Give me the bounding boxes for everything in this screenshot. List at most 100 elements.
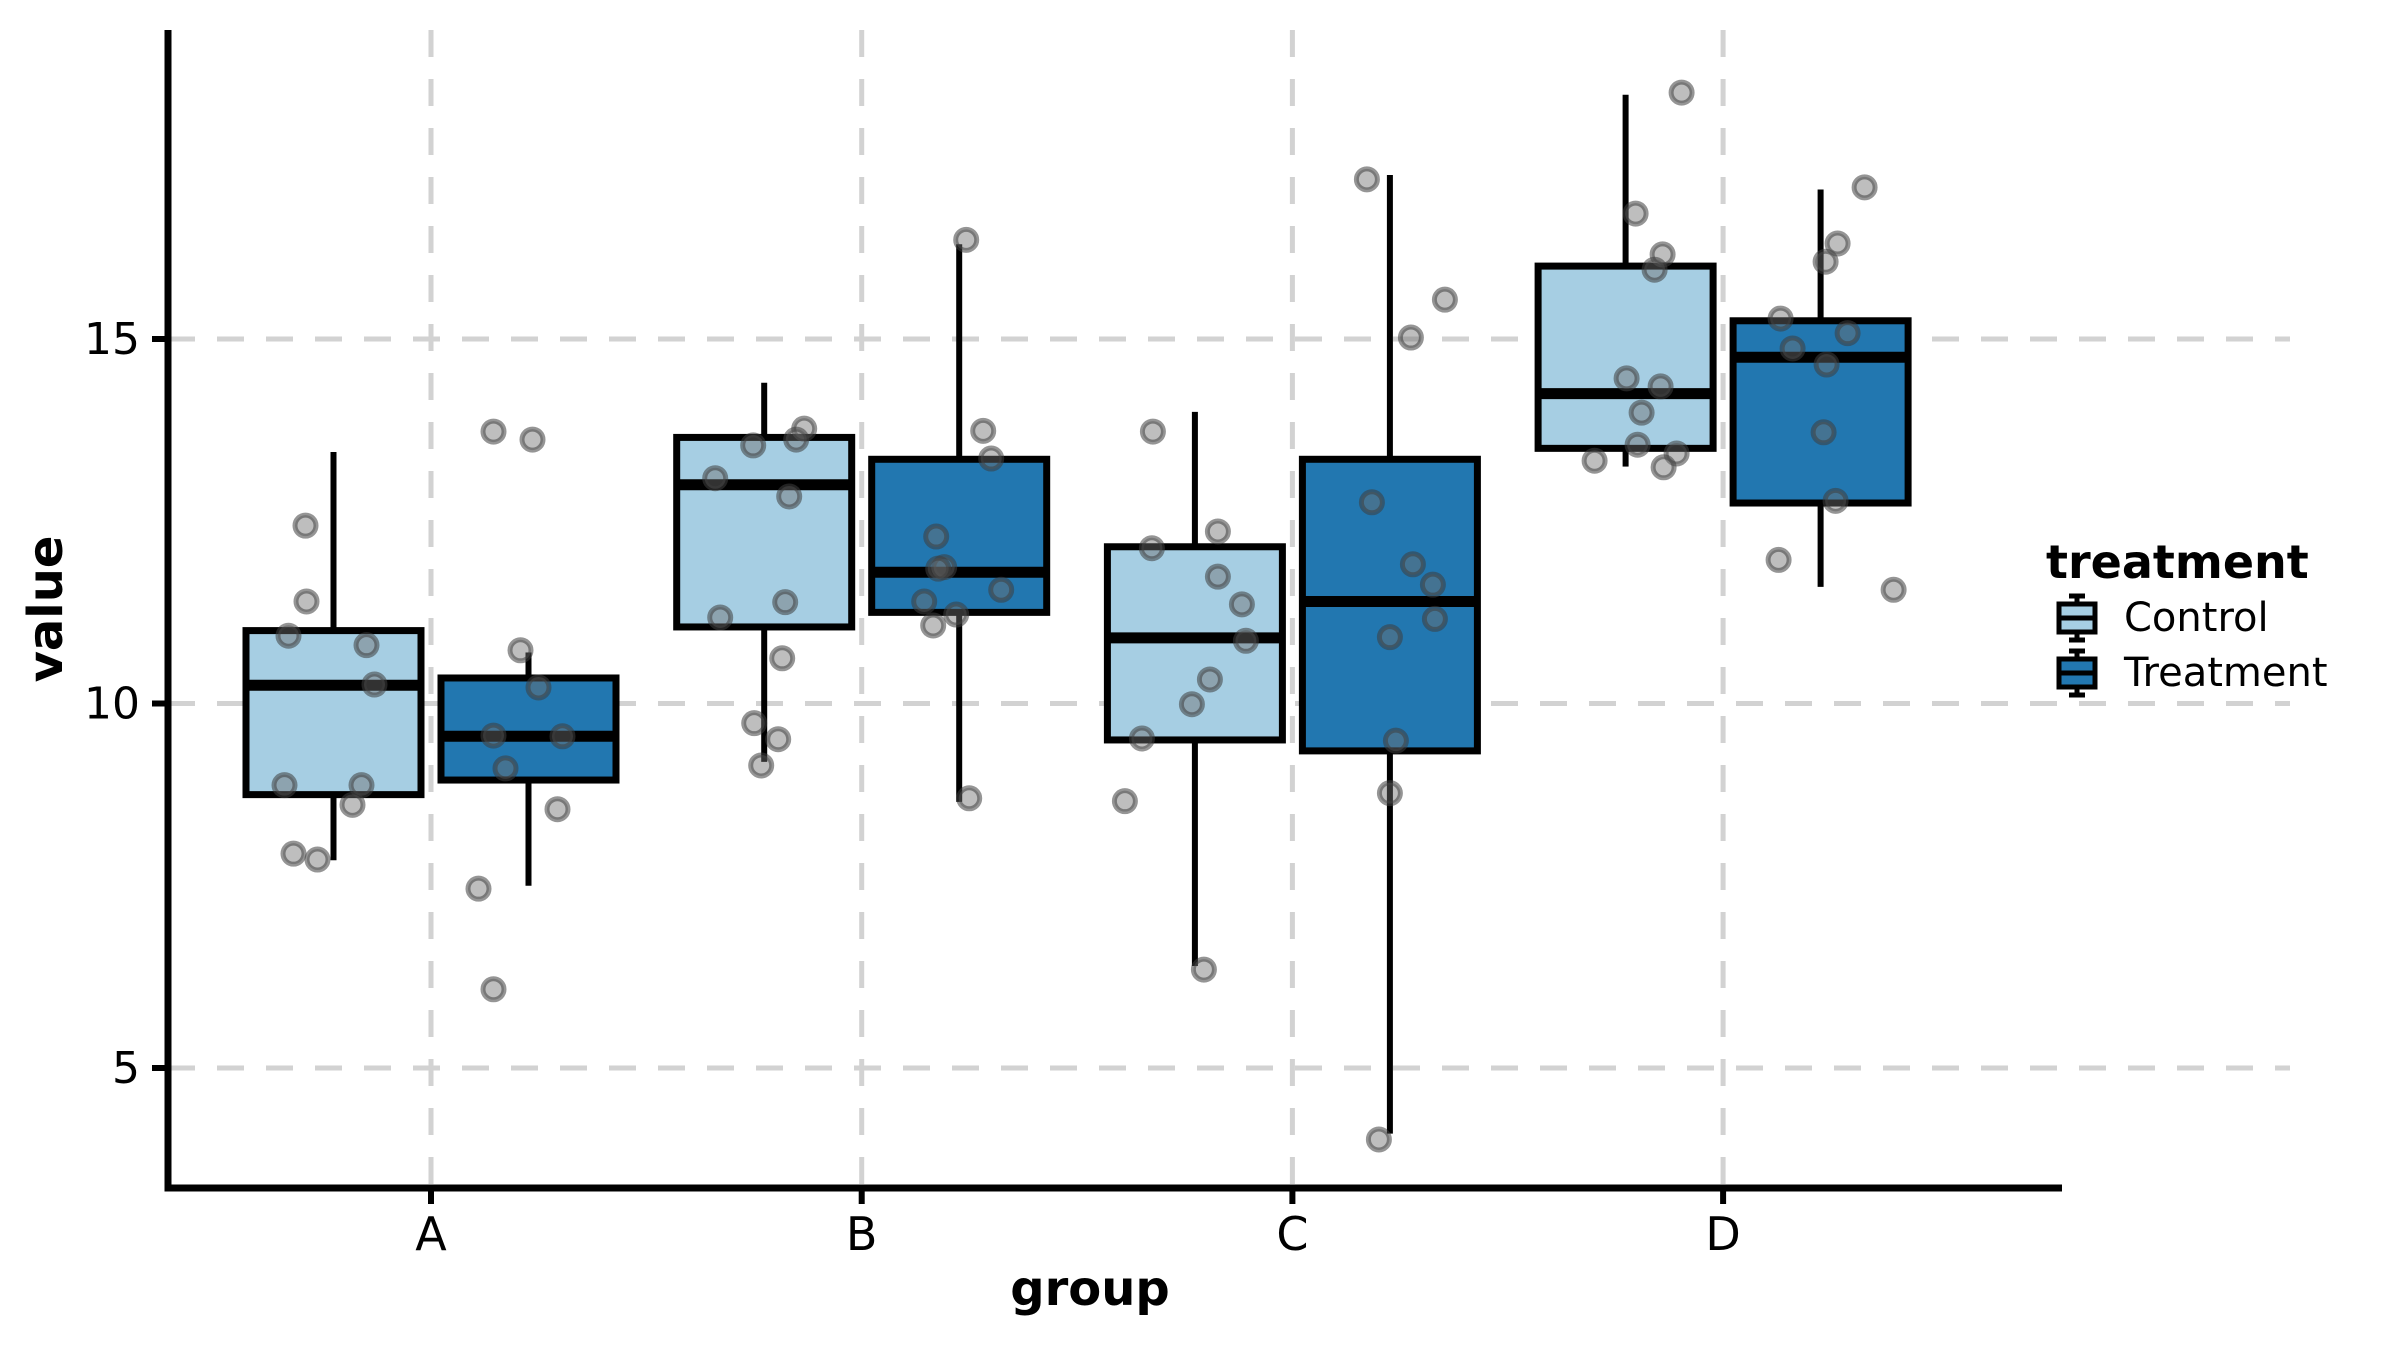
jitter-point <box>1421 605 1448 632</box>
legend: treatment Control Treatment <box>2046 535 2328 698</box>
jitter-point <box>1624 431 1651 458</box>
y-tick-label-15: 15 <box>84 314 140 365</box>
jitter-point <box>1365 1126 1392 1153</box>
jitter-point <box>748 752 775 779</box>
box-C-treatment <box>1298 174 1481 1134</box>
jitter-point <box>776 483 803 510</box>
jitter-point <box>271 772 298 799</box>
jitter-point <box>1232 627 1259 654</box>
jitter-point <box>1581 447 1608 474</box>
jitter-point <box>970 417 997 444</box>
jitter-point <box>1111 788 1138 815</box>
x-tick-label-B: B <box>846 1207 878 1261</box>
jitter-point <box>1767 305 1794 332</box>
jitter-point <box>549 723 576 750</box>
jitter-point <box>1419 571 1446 598</box>
jitter-point <box>353 632 380 659</box>
jitter-point <box>275 622 302 649</box>
jitter-point <box>1431 286 1458 313</box>
jitter-point <box>783 426 810 453</box>
jitter-point <box>480 722 507 749</box>
legend-label-control: Control <box>2124 595 2269 641</box>
jitter-point <box>956 785 983 812</box>
jitter-point <box>1353 166 1380 193</box>
jitter-points-layer <box>271 79 1907 1153</box>
box-D-treatment <box>1729 189 1912 587</box>
jitter-point <box>507 637 534 664</box>
jitter-point <box>1622 200 1649 227</box>
jitter-point <box>943 601 970 628</box>
iqr-box <box>868 455 1051 616</box>
jitter-point <box>765 726 792 753</box>
jitter-point <box>702 465 729 492</box>
jitter-point <box>1851 174 1878 201</box>
iqr-box <box>242 627 425 799</box>
jitter-point <box>544 796 571 823</box>
jitter-point <box>988 576 1015 603</box>
jitter-point <box>1228 591 1255 618</box>
jitter-point <box>1204 518 1231 545</box>
tick-labels-layer: 5 10 15 A B C D <box>84 314 1741 1261</box>
x-tick-label-A: A <box>415 1207 447 1261</box>
jitter-point <box>707 604 734 631</box>
jitter-point <box>1647 373 1674 400</box>
jitter-point <box>1668 79 1695 106</box>
jitter-point <box>492 755 519 782</box>
jitter-point <box>525 674 552 701</box>
box-C-control <box>1103 411 1286 966</box>
jitter-point <box>519 426 546 453</box>
jitter-point <box>925 555 952 582</box>
jitter-point <box>1765 546 1792 573</box>
jitter-point <box>1650 454 1677 481</box>
jitter-point <box>292 512 319 539</box>
jitter-point <box>1397 324 1424 351</box>
jitter-point <box>1204 563 1231 590</box>
box-D-control <box>1534 94 1717 467</box>
jitter-point <box>1641 256 1668 283</box>
jitter-point <box>1880 576 1907 603</box>
jitter-point <box>923 523 950 550</box>
jitter-point <box>920 612 947 639</box>
jitter-point <box>1196 666 1223 693</box>
jitter-point <box>1128 725 1155 752</box>
box-B-treatment <box>868 244 1051 802</box>
jitter-point <box>953 226 980 253</box>
jitter-point <box>1178 691 1205 718</box>
jitter-point <box>280 840 307 867</box>
iqr-box <box>1534 262 1717 452</box>
jitter-point <box>1813 351 1840 378</box>
jitter-point <box>1399 551 1426 578</box>
jitter-point <box>1822 487 1849 514</box>
box-B-control <box>673 382 856 762</box>
jitter-point <box>1812 248 1839 275</box>
x-tick-label-D: D <box>1705 1207 1740 1261</box>
jitter-point <box>772 589 799 616</box>
jitter-point <box>1834 320 1861 347</box>
legend-title: treatment <box>2046 535 2309 589</box>
jitter-point <box>1628 399 1655 426</box>
legend-key-control <box>2056 593 2098 643</box>
legend-key-treatment <box>2056 648 2098 698</box>
legend-label-treatment: Treatment <box>2123 650 2328 696</box>
jitter-point <box>1810 419 1837 446</box>
jitter-point <box>1824 230 1851 257</box>
jitter-point <box>769 645 796 672</box>
jitter-point <box>1190 956 1217 983</box>
jitter-point <box>1376 780 1403 807</box>
iqr-box <box>1729 317 1912 507</box>
jitter-point <box>304 846 331 873</box>
y-tick-label-5: 5 <box>112 1043 140 1094</box>
jitter-point <box>1139 418 1166 445</box>
jitter-point <box>978 445 1005 472</box>
jitter-point <box>1779 335 1806 362</box>
jitter-point <box>1382 727 1409 754</box>
jitter-point <box>1613 365 1640 392</box>
iqr-box <box>673 433 856 631</box>
jitter-point <box>361 671 388 698</box>
jitter-point <box>480 976 507 1003</box>
jitter-point <box>741 710 768 737</box>
y-tick-label-10: 10 <box>84 679 140 730</box>
jitter-point <box>1376 624 1403 651</box>
